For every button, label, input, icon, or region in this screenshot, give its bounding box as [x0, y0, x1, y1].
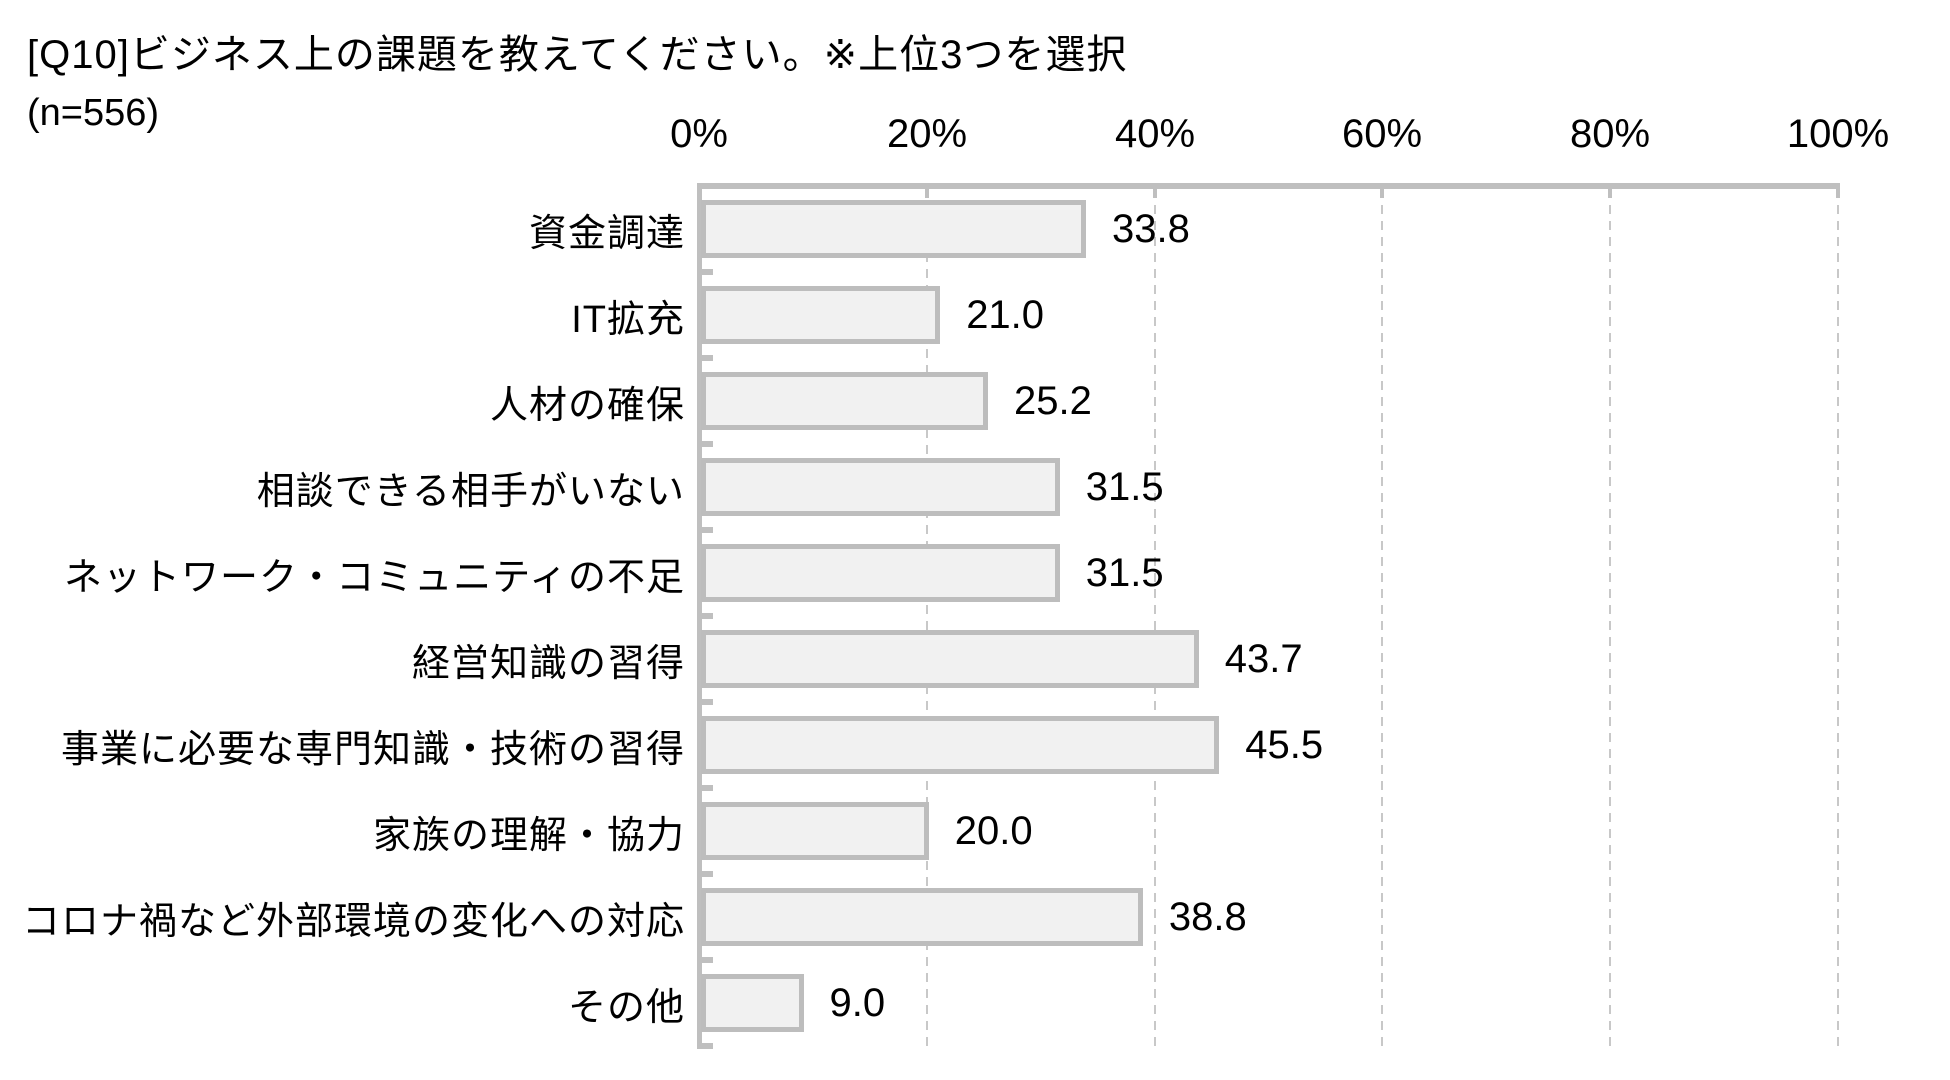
category-label: 経営知識の習得	[411, 642, 685, 685]
bar-row: 9.0	[699, 960, 1838, 1046]
category-label: 家族の理解・協力	[372, 814, 685, 857]
bar	[701, 458, 1060, 516]
bar-row: 20.0	[699, 788, 1838, 874]
value-label: 38.8	[1168, 895, 1247, 939]
bar	[701, 200, 1086, 258]
category-label: その他	[567, 986, 685, 1029]
bar-row: 25.2	[699, 358, 1838, 444]
y-axis-line	[697, 183, 702, 1049]
bar	[701, 286, 941, 344]
x-axis-tick	[1380, 189, 1385, 198]
value-label: 9.0	[829, 981, 886, 1025]
value-label: 31.5	[1085, 465, 1164, 509]
category-label: 相談できる相手がいない	[256, 470, 685, 513]
x-axis-tick	[1608, 189, 1613, 198]
x-axis-tick-label: 0%	[670, 112, 728, 156]
bar	[701, 372, 989, 430]
x-axis-line	[697, 183, 1840, 189]
y-axis-tick	[702, 1043, 713, 1049]
x-axis-tick-label: 60%	[1341, 112, 1423, 156]
y-axis-tick	[702, 785, 713, 791]
x-axis-tick-label: 100%	[1786, 112, 1890, 156]
category-label: IT拡充	[571, 298, 685, 341]
x-axis-tick	[924, 189, 929, 198]
value-label: 45.5	[1245, 723, 1324, 767]
x-axis-tick-label: 40%	[1114, 112, 1196, 156]
bar-row: 31.5	[699, 530, 1838, 616]
gridline	[1153, 189, 1156, 1046]
value-label: 33.8	[1111, 207, 1190, 251]
value-label: 25.2	[1014, 379, 1092, 423]
bar	[701, 630, 1199, 688]
y-axis-tick	[702, 527, 713, 533]
plot-area: 33.8 21.0 25.2 31.5 31.5 43.7 45.5 20.0	[697, 183, 1840, 1049]
y-axis-tick	[702, 871, 713, 877]
bar	[701, 802, 929, 860]
value-label: 43.7	[1224, 637, 1303, 681]
bar	[701, 888, 1143, 946]
y-axis-tick	[702, 441, 713, 447]
y-axis-tick	[702, 613, 713, 619]
y-axis-tick	[702, 269, 713, 275]
x-axis-tick-label: 20%	[886, 112, 968, 156]
bar	[701, 544, 1060, 602]
y-axis-tick	[702, 957, 713, 963]
gridline	[925, 189, 928, 1046]
bar-row: 38.8	[699, 874, 1838, 960]
bar-rows: 33.8 21.0 25.2 31.5 31.5 43.7 45.5 20.0	[699, 186, 1838, 1046]
sample-size-label: (n=556)	[27, 92, 160, 134]
bar	[701, 974, 804, 1032]
x-axis-tick-label: 80%	[1569, 112, 1651, 156]
y-axis-tick	[702, 355, 713, 361]
category-labels: 資金調達 IT拡充 人材の確保 相談できる相手がいない ネットワーク・コミュニテ…	[20, 186, 685, 1046]
bar-row: 31.5	[699, 444, 1838, 530]
value-label: 21.0	[966, 293, 1045, 337]
value-label: 20.0	[954, 809, 1033, 853]
category-label: ネットワーク・コミュニティの不足	[64, 556, 685, 599]
gridline	[1609, 189, 1612, 1046]
x-axis-tick	[1152, 189, 1157, 198]
category-label: 事業に必要な専門知識・技術の習得	[60, 728, 685, 771]
category-label: コロナ禍など外部環境の変化への対応	[21, 900, 685, 943]
bar-row: 33.8	[699, 186, 1838, 272]
y-axis-tick	[702, 699, 713, 705]
x-axis-tick-labels: 0% 20% 40% 60% 80% 100%	[0, 112, 1950, 160]
bar-row: 43.7	[699, 616, 1838, 702]
value-label: 31.5	[1085, 551, 1164, 595]
gridline	[1837, 189, 1839, 1046]
bar-row: 21.0	[699, 272, 1838, 358]
gridline	[1381, 189, 1384, 1046]
category-label: 人材の確保	[489, 384, 685, 427]
bar-row: 45.5	[699, 702, 1838, 788]
category-label: 資金調達	[528, 212, 685, 255]
x-axis-tick	[1836, 189, 1840, 198]
bar	[701, 716, 1220, 774]
chart-title: [Q10]ビジネス上の課題を教えてください。※上位3つを選択	[27, 33, 1128, 77]
